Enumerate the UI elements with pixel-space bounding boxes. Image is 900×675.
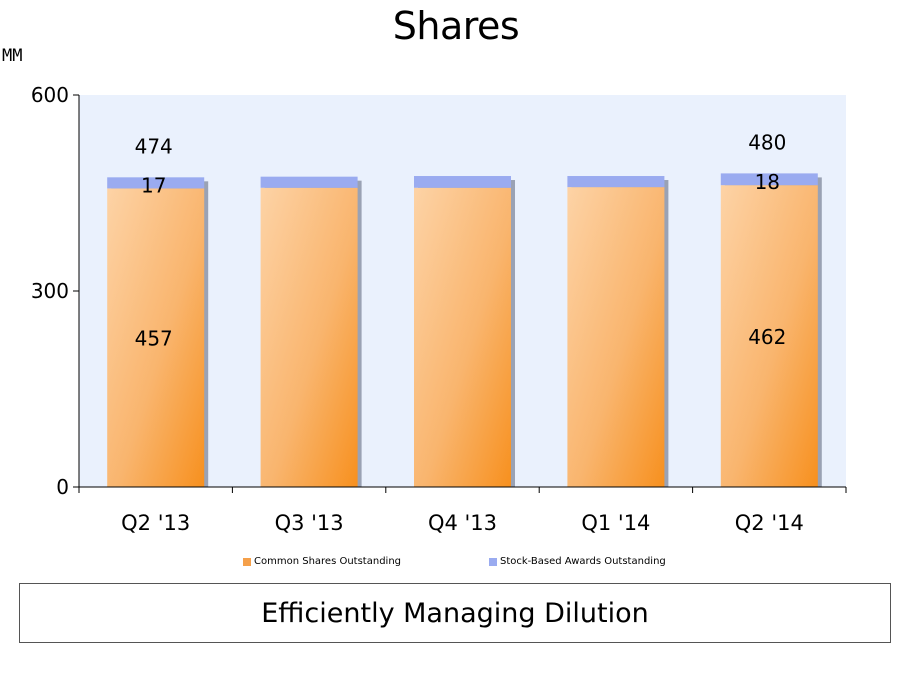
legend-swatch-common <box>243 557 251 566</box>
bar-common-shares <box>567 187 665 487</box>
bar-common-shares <box>414 187 511 488</box>
legend-label-common: Common Shares Outstanding <box>254 556 402 567</box>
unit-label: MM <box>2 46 23 66</box>
total-value-label: 474 <box>135 134 173 158</box>
bar-common-shares <box>107 188 205 487</box>
callout-box: Efficiently Managing Dilution <box>19 583 891 643</box>
legend-swatch-awards <box>489 557 497 566</box>
chart-title: Shares <box>392 4 520 48</box>
bar-stock-awards <box>260 176 358 188</box>
chart-svg: Q2 '13 474 17 457 Q3 '13 Q4 '13 Q1 '14 Q2 '14 48… <box>31 83 847 535</box>
axes-layer <box>73 94 847 493</box>
legend-label-awards: Stock-Based Awards Outstanding <box>500 556 666 567</box>
x-tick-label: Q2 '14 <box>735 511 804 535</box>
bars-layer <box>107 173 822 488</box>
bar-stock-awards <box>720 173 818 186</box>
bar-common-shares <box>260 187 358 488</box>
bar-stock-awards <box>107 177 205 189</box>
labels-layer: Q2 '13 474 17 457 Q3 '13 Q4 '13 Q1 '14 Q2 '14 48… <box>31 83 804 535</box>
bar-stock-awards <box>567 176 665 188</box>
common-value-label: 457 <box>135 327 173 351</box>
callout-text: Efficiently Managing Dilution <box>261 597 649 629</box>
x-tick-label: Q4 '13 <box>428 511 497 535</box>
x-tick-label: Q2 '13 <box>121 511 190 535</box>
y-tick-label: 600 <box>31 83 69 107</box>
legend: Common Shares Outstanding Stock-Based Aw… <box>0 556 900 572</box>
x-tick-label: Q3 '13 <box>275 511 344 535</box>
common-value-label: 462 <box>748 325 786 349</box>
awards-value-label: 17 <box>141 173 166 197</box>
y-tick-label: 0 <box>56 475 69 499</box>
x-tick-label: Q1 '14 <box>581 511 650 535</box>
awards-value-label: 18 <box>755 170 780 194</box>
bar-common-shares <box>720 185 818 487</box>
bar-stock-awards <box>414 176 511 188</box>
total-value-label: 480 <box>748 130 786 154</box>
legend-item-common: Common Shares Outstanding <box>243 556 401 567</box>
y-tick-label: 300 <box>31 279 69 303</box>
legend-item-awards: Stock-Based Awards Outstanding <box>489 556 666 567</box>
